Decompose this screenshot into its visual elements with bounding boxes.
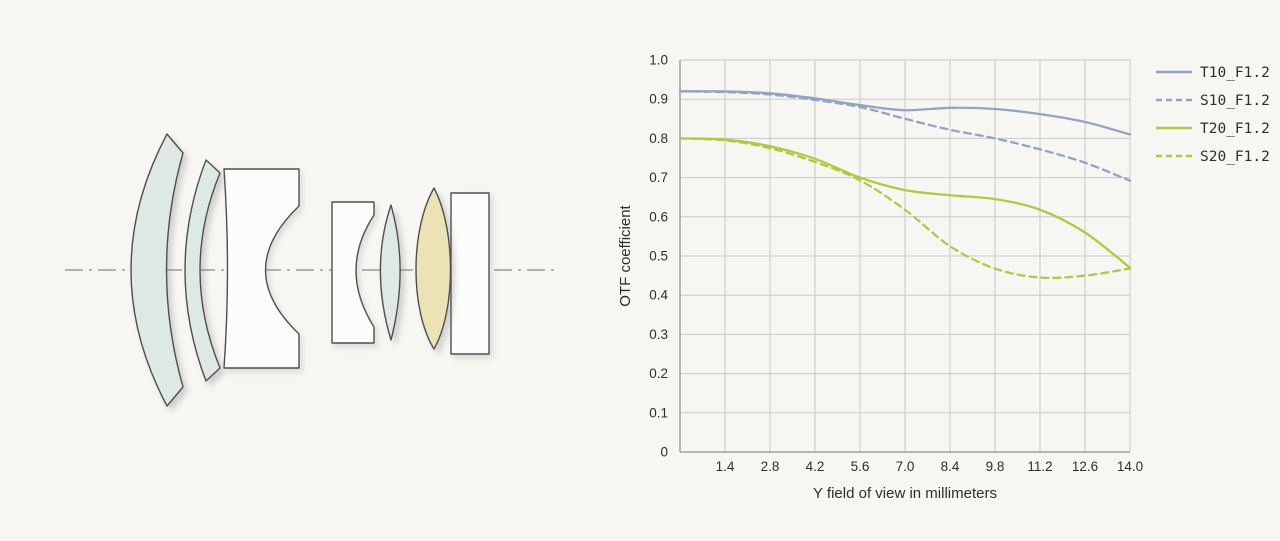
tick-labels: 1.4 2.8 4.2 5.6 7.0 8.4 9.8 11.2 12.6 14.0 0 0.1 0.2… [649,53,1143,475]
lens-diagram-canvas [65,133,555,407]
lens-element-2-meniscus [184,159,221,382]
otf-chart: 1.4 2.8 4.2 5.6 7.0 8.4 9.8 11.2 12.6 14.0 0 0.1 0.2… [600,0,1280,541]
x-tick-label: 7.0 [896,459,915,474]
x-tick-label: 11.2 [1027,459,1052,474]
legend-label-S20_F1.2: S20_F1.2 [1200,149,1270,165]
y-tick-label: 1.0 [649,53,668,68]
y-tick-label: 0.3 [649,327,668,342]
y-tick-label: 0.5 [649,249,668,264]
series-S20_F1.2 [678,137,1132,280]
x-tick-label: 9.8 [986,459,1005,474]
otf-chart-canvas: 1.4 2.8 4.2 5.6 7.0 8.4 9.8 11.2 12.6 14.0 0 0.1 0.2… [617,53,1270,503]
legend-label-S10_F1.2: S10_F1.2 [1200,93,1270,109]
lens-element-5-biconvex [379,204,401,341]
x-tick-label: 12.6 [1072,459,1098,474]
y-tick-label: 0.2 [649,366,668,381]
y-tick-label: 0.4 [649,288,668,303]
x-tick-label: 2.8 [761,459,780,474]
y-tick-label: 0.9 [649,92,668,107]
lens-element-3-concave-block [223,168,300,369]
lens-element-1-front-meniscus [130,133,184,407]
grid [680,59,1131,452]
y-axis-label: OTF coefficient [617,204,634,306]
lens-element-6-yellow-biconvex [415,187,452,350]
lens-element-7-flat-plate [450,192,490,355]
lens-element-4-concave [331,201,375,344]
series-T20_F1.2 [678,137,1132,269]
legend-label-T20_F1.2: T20_F1.2 [1200,121,1270,137]
y-tick-label: 0.1 [649,405,668,420]
axes [679,60,1130,453]
legend: T10_F1.2 S10_F1.2 T20_F1.2 S20_F1.2 [1156,65,1270,165]
y-tick-label: 0.7 [649,170,668,185]
x-tick-label: 5.6 [851,459,870,474]
y-tick-label: 0.6 [649,209,668,224]
legend-label-T10_F1.2: T10_F1.2 [1200,65,1270,81]
lens-diagram [65,133,555,407]
x-tick-label: 4.2 [806,459,825,474]
y-tick-label: 0 [660,445,668,460]
series-S10_F1.2 [678,90,1132,182]
y-tick-label: 0.8 [649,131,668,146]
x-tick-label: 14.0 [1117,459,1143,474]
x-axis-label: Y field of view in millimeters [813,485,997,502]
x-tick-label: 8.4 [941,459,960,474]
x-tick-label: 1.4 [716,459,735,474]
